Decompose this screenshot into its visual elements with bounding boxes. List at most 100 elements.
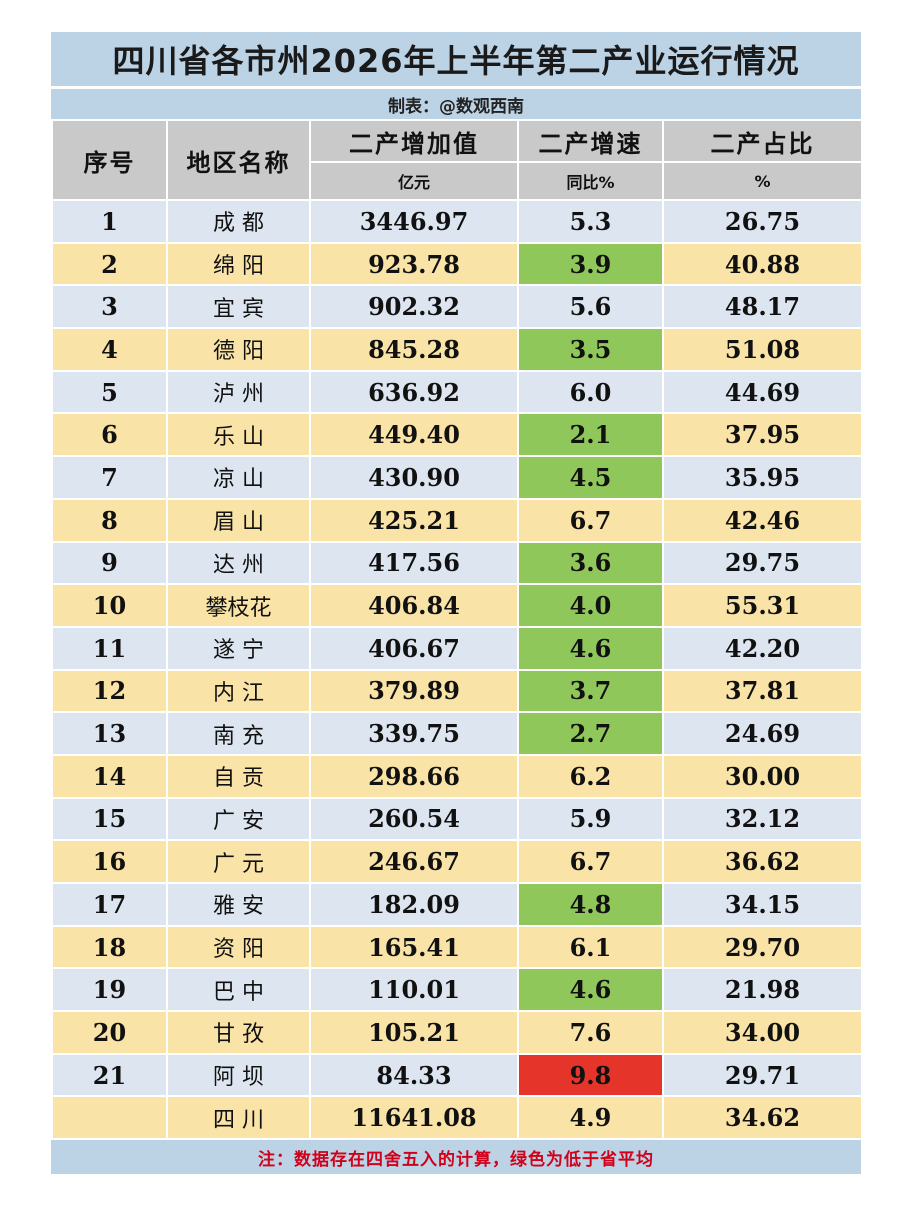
cell-share: 35.95 — [662, 455, 863, 500]
cell-share: 48.17 — [662, 284, 863, 330]
cell-index: 7 — [51, 455, 168, 500]
cell-growth: 6.0 — [517, 369, 664, 415]
cell-growth: 6.7 — [517, 497, 664, 543]
table-row: 11 遂 宁 406.67 4.6 42.20 — [51, 625, 863, 671]
table-row: 16 广 元 246.67 6.7 36.62 — [51, 839, 863, 884]
cell-value: 105.21 — [309, 1010, 519, 1055]
cell-value: 182.09 — [309, 882, 519, 927]
table-row: 12 内 江 379.89 3.7 37.81 — [51, 668, 863, 714]
cell-index: 12 — [51, 668, 168, 714]
cell-region: 内 江 — [166, 668, 311, 714]
cell-growth: 3.5 — [517, 327, 664, 372]
cell-index: 5 — [51, 369, 168, 415]
cell-share: 34.00 — [662, 1010, 863, 1055]
cell-value: 425.21 — [309, 497, 519, 543]
cell-index: 10 — [51, 583, 168, 628]
cell-region: 乐 山 — [166, 412, 311, 458]
cell-index: 2 — [51, 241, 168, 287]
cell-region: 广 元 — [166, 839, 311, 884]
cell-share: 30.00 — [662, 753, 863, 799]
cell-share: 40.88 — [662, 241, 863, 287]
cell-growth: 4.9 — [517, 1095, 664, 1141]
cell-share: 32.12 — [662, 796, 863, 842]
cell-growth: 6.2 — [517, 753, 664, 799]
cell-index — [51, 1095, 168, 1141]
cell-region: 眉 山 — [166, 497, 311, 543]
cell-share: 29.70 — [662, 924, 863, 970]
cell-growth: 4.8 — [517, 882, 664, 927]
cell-region: 遂 宁 — [166, 625, 311, 671]
header-value: 二产增加值 — [309, 119, 519, 163]
cell-growth: 2.1 — [517, 412, 664, 458]
cell-index: 17 — [51, 882, 168, 927]
cell-share: 29.75 — [662, 540, 863, 586]
cell-value: 110.01 — [309, 967, 519, 1013]
table-row: 13 南 充 339.75 2.7 24.69 — [51, 711, 863, 756]
cell-region: 绵 阳 — [166, 241, 311, 287]
cell-value: 84.33 — [309, 1052, 519, 1098]
cell-region: 甘 孜 — [166, 1010, 311, 1055]
cell-share: 34.62 — [662, 1095, 863, 1141]
cell-growth: 5.9 — [517, 796, 664, 842]
cell-growth: 6.1 — [517, 924, 664, 970]
cell-value: 923.78 — [309, 241, 519, 287]
data-sheet: 四川省各市州2026年上半年第二产业运行情况 制表：@数观西南 序号 地区名称 … — [51, 32, 863, 1175]
table-row: 21 阿 坝 84.33 9.8 29.71 — [51, 1052, 863, 1098]
cell-share: 37.95 — [662, 412, 863, 458]
cell-region: 攀枝花 — [166, 583, 311, 628]
cell-region: 南 充 — [166, 711, 311, 756]
cell-value: 406.67 — [309, 625, 519, 671]
cell-index: 13 — [51, 711, 168, 756]
cell-growth: 7.6 — [517, 1010, 664, 1055]
table-row: 20 甘 孜 105.21 7.6 34.00 — [51, 1010, 863, 1055]
cell-growth: 3.9 — [517, 241, 664, 287]
header-share-unit: % — [662, 161, 863, 201]
cell-value: 379.89 — [309, 668, 519, 714]
cell-value: 902.32 — [309, 284, 519, 330]
cell-region: 广 安 — [166, 796, 311, 842]
cell-index: 4 — [51, 327, 168, 372]
header-share: 二产占比 — [662, 119, 863, 163]
cell-region: 雅 安 — [166, 882, 311, 927]
table-row: 18 资 阳 165.41 6.1 29.70 — [51, 924, 863, 970]
cell-region: 四 川 — [166, 1095, 311, 1141]
header-growth-unit: 同比% — [517, 161, 664, 201]
cell-growth: 4.6 — [517, 967, 664, 1013]
cell-share: 37.81 — [662, 668, 863, 714]
maker-credit: 制表：@数观西南 — [51, 89, 861, 119]
cell-region: 泸 州 — [166, 369, 311, 415]
cell-index: 9 — [51, 540, 168, 586]
cell-value: 636.92 — [309, 369, 519, 415]
page-title: 四川省各市州2026年上半年第二产业运行情况 — [51, 32, 861, 86]
cell-share: 29.71 — [662, 1052, 863, 1098]
table-row: 19 巴 中 110.01 4.6 21.98 — [51, 967, 863, 1013]
footnote: 注：数据存在四舍五入的计算，绿色为低于省平均 — [51, 1140, 861, 1175]
cell-index: 20 — [51, 1010, 168, 1055]
cell-value: 449.40 — [309, 412, 519, 458]
cell-index: 6 — [51, 412, 168, 458]
cell-region: 德 阳 — [166, 327, 311, 372]
cell-value: 11641.08 — [309, 1095, 519, 1141]
cell-value: 246.67 — [309, 839, 519, 884]
cell-region: 达 州 — [166, 540, 311, 586]
cell-value: 430.90 — [309, 455, 519, 500]
cell-growth: 4.0 — [517, 583, 664, 628]
cell-growth: 5.6 — [517, 284, 664, 330]
cell-index: 18 — [51, 924, 168, 970]
cell-growth: 6.7 — [517, 839, 664, 884]
header-growth: 二产增速 — [517, 119, 664, 163]
cell-region: 资 阳 — [166, 924, 311, 970]
cell-value: 406.84 — [309, 583, 519, 628]
table-row: 15 广 安 260.54 5.9 32.12 — [51, 796, 863, 842]
cell-region: 凉 山 — [166, 455, 311, 500]
cell-value: 845.28 — [309, 327, 519, 372]
